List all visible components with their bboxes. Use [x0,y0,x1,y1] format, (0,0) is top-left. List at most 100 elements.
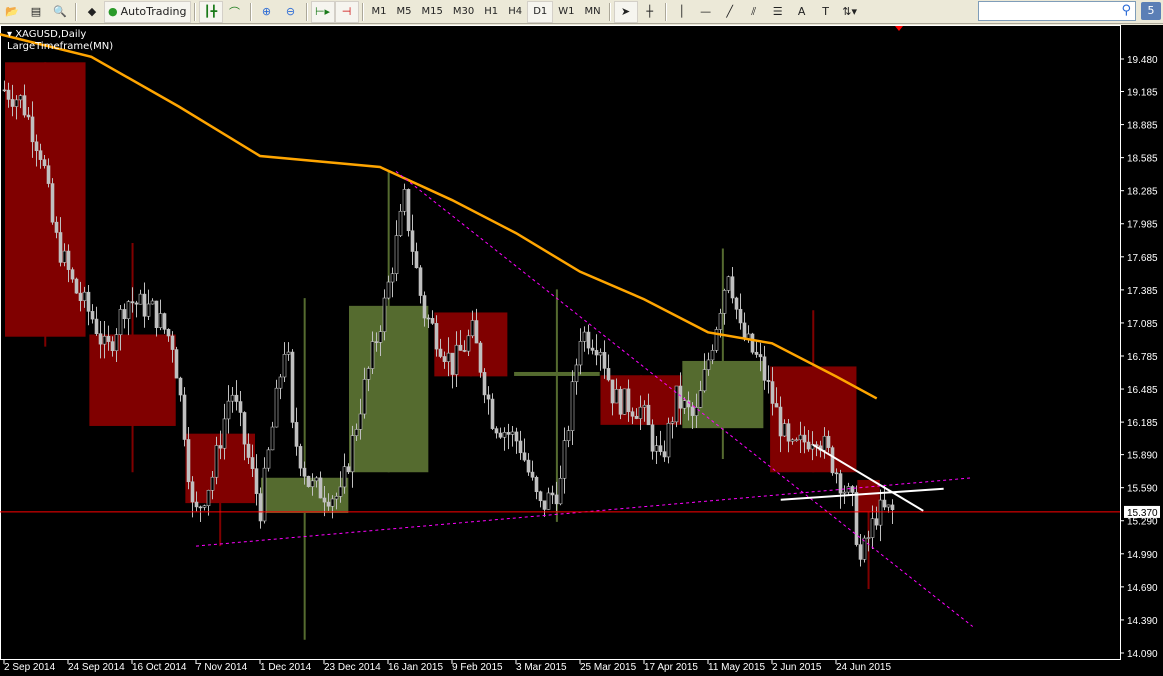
search-icon[interactable]: ⚲ [1121,3,1131,18]
daily-candle [294,422,299,447]
daily-candle [322,497,327,503]
daily-candle [678,385,683,409]
daily-candle [390,273,395,283]
autotrading-icon: ● [108,5,118,18]
daily-candle [342,466,347,488]
chart-shift-icon[interactable]: ⊣ [334,0,359,23]
daily-candle [370,341,375,369]
daily-candle [234,394,239,402]
timeframe-h4[interactable]: H4 [508,6,523,17]
zoom-out-icon[interactable]: ⊖ [285,5,296,18]
daily-candle [570,381,575,431]
daily-candle [422,295,427,319]
price-chart[interactable]: 19.480 19.185 18.885 18.585 18.285 17.985 17.6… [0,25,1163,676]
timeframe-m30[interactable]: M30 [452,6,475,17]
x-tick-label: 23 Dec 2014 [324,662,381,673]
daily-candle [702,369,707,392]
daily-candle [206,489,211,506]
y-tick-label: 17.385 [1127,286,1158,297]
equidistant-channel-icon[interactable]: ⫽ [751,4,757,18]
daily-candle [886,504,891,508]
daily-candle [766,380,771,382]
daily-candle [198,506,203,509]
line-chart-icon[interactable]: ⌒ [229,5,241,19]
daily-candle [278,376,283,389]
crosshair-icon[interactable]: ┼ [646,5,653,18]
daily-candle [62,250,67,263]
text-label-icon[interactable]: T [822,5,830,18]
x-tick-label: 24 Jun 2015 [836,662,891,673]
timeframe-bar: M1 M5 M15 M30 H1 H4 D1 W1 MN [367,0,606,23]
vertical-line-icon[interactable]: │ [678,5,685,18]
daily-candle [614,388,619,404]
daily-candle [90,311,95,320]
daily-candle [598,352,603,356]
tester-icon[interactable]: 🔍 [53,5,67,18]
divider [608,2,611,21]
autoscroll-icon[interactable]: ⊢▸ [310,0,335,23]
daily-candle [650,424,655,452]
daily-candle [582,331,587,342]
daily-candle [26,114,31,118]
text-icon[interactable]: A [797,5,806,18]
daily-candle [410,230,415,252]
daily-candle [554,494,559,505]
daily-candle [358,413,363,430]
monthly-bar [5,62,86,337]
daily-candle [474,320,479,344]
daily-candle [42,159,47,167]
current-price-badge [1124,505,1160,518]
daily-candle [738,308,743,324]
daily-candle [518,440,523,454]
trendline-icon[interactable]: ╱ [726,5,733,18]
daily-candle [114,334,119,352]
horizontal-line-icon[interactable]: — [700,5,712,18]
daily-candle [402,189,407,212]
daily-candle [566,430,571,441]
timeframe-h1[interactable]: H1 [484,6,499,17]
daily-candle [214,445,219,478]
eraser-icon[interactable]: ◆ [87,5,97,18]
daily-candle [858,544,863,560]
zoom-in-icon[interactable]: ⊕ [261,5,272,18]
daily-candle [462,350,467,352]
daily-candle [102,335,107,345]
daily-candle [438,348,443,357]
x-tick-label: 11 May 2015 [708,662,766,673]
daily-candle [350,435,355,473]
daily-candle [118,309,123,335]
y-tick-label: 16.785 [1127,352,1158,363]
autotrading-button[interactable]: ● AutoTrading [104,0,191,23]
monthly-bar [349,305,429,473]
daily-candle [774,403,779,408]
daily-candle [690,406,695,416]
daily-candle [494,428,499,434]
x-tick-label: 16 Oct 2014 [132,662,187,673]
chart-window[interactable]: 19.480 19.185 18.885 18.585 18.285 17.985 17.6… [0,25,1163,676]
x-tick-label: 16 Jan 2015 [388,662,443,673]
timeframe-w1[interactable]: W1 [558,6,575,17]
daily-candle [574,364,579,383]
cursor-icon[interactable]: ➤ [613,0,638,23]
open-folder-icon[interactable]: 📂 [5,5,19,18]
fibonacci-icon[interactable]: ☰ [772,5,783,18]
daily-candle [378,331,383,343]
navigator-icon[interactable]: ▤ [30,5,42,18]
daily-candle [454,344,459,375]
daily-candle [242,412,247,445]
candlestick-chart-icon[interactable]: ┃╋ [198,0,223,23]
search-input[interactable]: ⚲ [978,1,1136,21]
arrows-dropdown-icon[interactable]: ⇅▾ [842,5,858,18]
daily-candle [362,379,367,415]
y-tick-label: 15.590 [1127,484,1158,495]
timeframe-mn[interactable]: MN [584,6,601,17]
timeframe-m15[interactable]: M15 [421,6,443,17]
notification-badge[interactable]: 5 [1141,2,1161,20]
daily-candle [882,499,887,508]
daily-candle [182,394,187,440]
timeframe-d1[interactable]: D1 [527,0,554,23]
daily-candle [222,418,227,449]
daily-candle [374,341,379,343]
timeframe-m1[interactable]: M1 [371,6,387,17]
timeframe-m5[interactable]: M5 [396,6,412,17]
